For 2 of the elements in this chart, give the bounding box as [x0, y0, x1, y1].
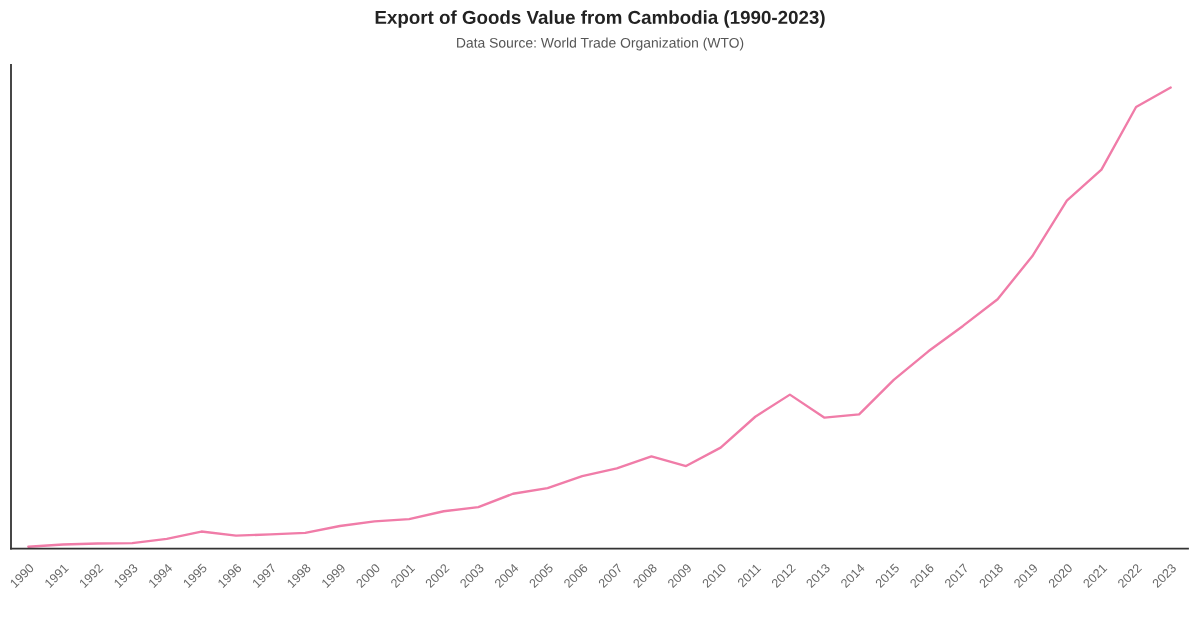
chart-subtitle: Data Source: World Trade Organization (WTO)	[457, 37, 744, 51]
chart-title: Export of Goods Value from Cambodia (1990-2023)	[375, 10, 825, 28]
